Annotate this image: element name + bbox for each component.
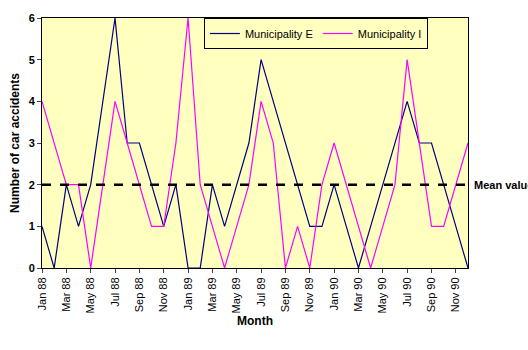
svg-text:1: 1 <box>29 220 35 232</box>
svg-text:Sep 88: Sep 88 <box>133 277 145 312</box>
svg-text:Nov 90: Nov 90 <box>449 277 461 312</box>
svg-text:5: 5 <box>29 54 35 66</box>
svg-text:Nov 89: Nov 89 <box>303 277 315 312</box>
svg-text:Mar 89: Mar 89 <box>206 277 218 311</box>
svg-text:Jul 89: Jul 89 <box>255 277 267 306</box>
svg-text:Jan 89: Jan 89 <box>182 277 194 310</box>
svg-text:6: 6 <box>29 12 35 24</box>
svg-text:Jul 90: Jul 90 <box>401 277 413 306</box>
svg-text:Sep 90: Sep 90 <box>425 277 437 312</box>
svg-text:May 89: May 89 <box>230 277 242 313</box>
svg-text:Sep 89: Sep 89 <box>279 277 291 312</box>
svg-text:Mean value: Mean value <box>474 179 528 191</box>
svg-text:Nov 88: Nov 88 <box>157 277 169 312</box>
svg-text:Month: Month <box>237 314 273 328</box>
svg-text:Municipality E: Municipality E <box>245 28 313 40</box>
svg-text:Mar 88: Mar 88 <box>60 277 72 311</box>
svg-text:3: 3 <box>29 137 35 149</box>
svg-text:Mar 90: Mar 90 <box>352 277 364 311</box>
svg-text:2: 2 <box>29 179 35 191</box>
svg-text:Municipality I: Municipality I <box>358 28 422 40</box>
svg-text:Number of car accidents: Number of car accidents <box>8 73 22 213</box>
svg-text:Jan 90: Jan 90 <box>328 277 340 310</box>
svg-text:Jan 88: Jan 88 <box>36 277 48 310</box>
svg-text:0: 0 <box>29 262 35 274</box>
svg-text:4: 4 <box>29 95 36 107</box>
svg-text:May 90: May 90 <box>376 277 388 313</box>
svg-text:May 88: May 88 <box>84 277 96 313</box>
svg-text:Jul 88: Jul 88 <box>109 277 121 306</box>
